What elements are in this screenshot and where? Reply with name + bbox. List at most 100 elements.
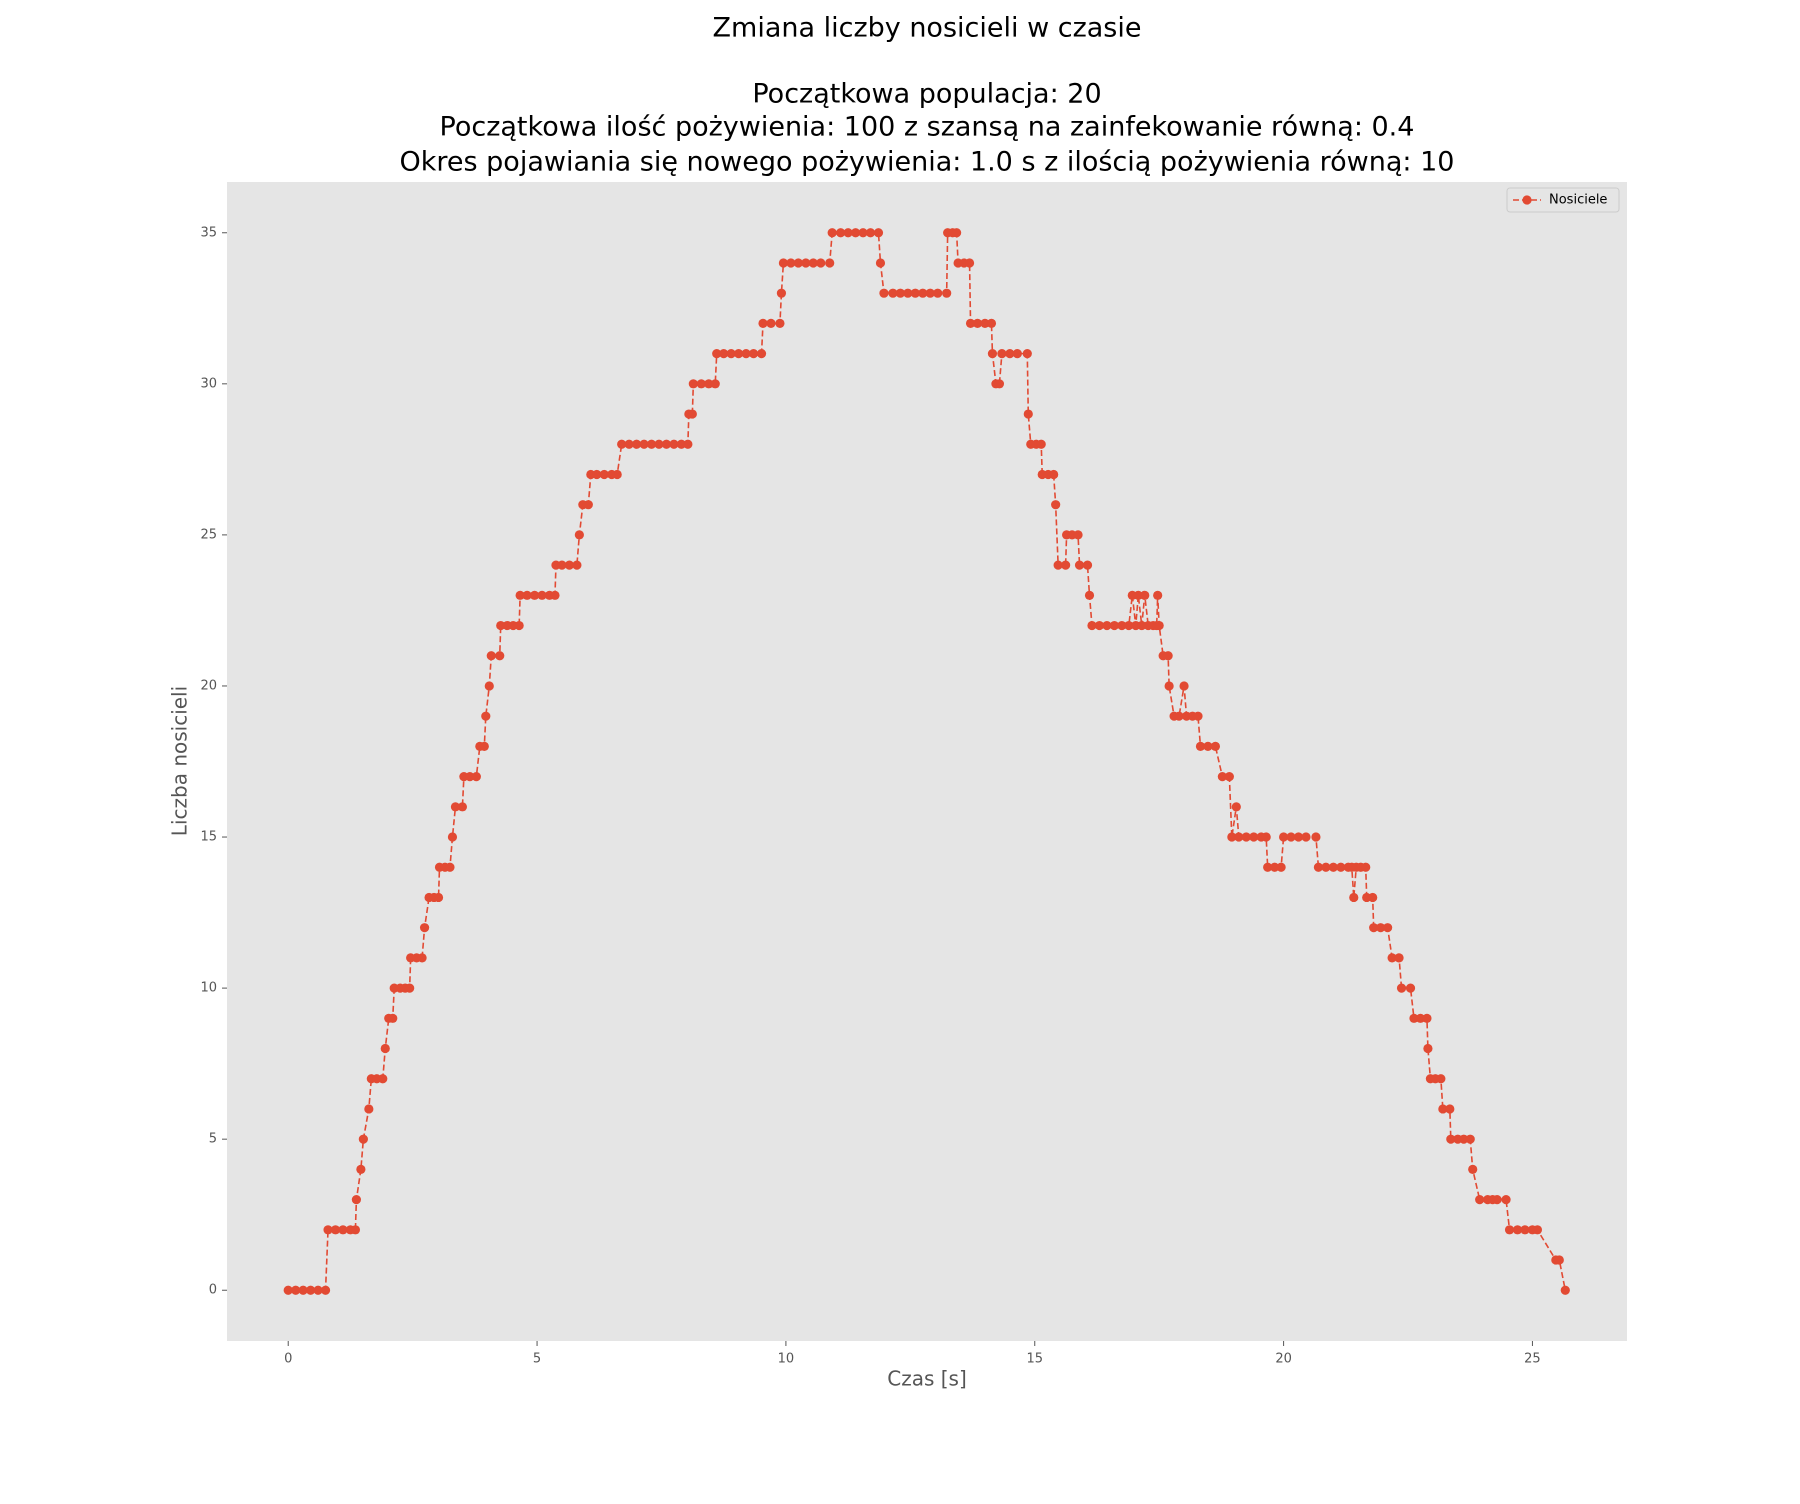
data-point (910, 288, 920, 298)
legend-box (1506, 187, 1620, 213)
data-point (1195, 741, 1206, 751)
data-point (338, 1225, 348, 1235)
data-point (1311, 832, 1321, 842)
data-point (457, 802, 468, 812)
data-point (522, 590, 532, 600)
data-point (1227, 832, 1237, 842)
data-point (987, 349, 998, 359)
legend-marker (1522, 195, 1532, 205)
y-tick-label: 5 (209, 1132, 217, 1147)
data-point (291, 1285, 301, 1295)
data-point (433, 892, 444, 903)
data-point (1109, 620, 1119, 631)
data-point (646, 439, 657, 449)
data-point (726, 349, 736, 359)
data-point (1074, 560, 1085, 570)
data-point (1423, 1043, 1433, 1054)
data-point (756, 349, 767, 359)
plot-area (227, 182, 1627, 1341)
y-tick-label: 25 (200, 527, 217, 542)
data-point (351, 1194, 361, 1205)
data-point (858, 228, 868, 238)
data-point (933, 288, 943, 298)
data-point (298, 1285, 308, 1295)
data-point (1446, 1134, 1456, 1144)
data-point (1554, 1255, 1564, 1265)
data-point (710, 379, 720, 389)
data-point (879, 288, 889, 298)
x-tick-label: 5 (533, 1352, 541, 1367)
data-point (388, 1013, 398, 1023)
x-tick-label: 20 (1275, 1352, 1292, 1367)
data-point (1286, 832, 1296, 842)
data-point (639, 439, 649, 449)
data-point (1336, 862, 1346, 872)
data-point (1179, 681, 1189, 691)
data-point (719, 349, 729, 359)
data-point (843, 228, 853, 238)
legend-label: Nosiciele (1549, 193, 1607, 208)
data-point (1174, 711, 1184, 721)
data-point (748, 349, 759, 359)
data-point (1053, 560, 1063, 570)
data-point (836, 228, 846, 238)
data-point (1459, 1134, 1469, 1144)
data-point (850, 228, 861, 238)
data-point (1376, 923, 1386, 933)
data-point (1422, 1013, 1432, 1023)
data-point (1163, 651, 1173, 661)
data-point (1293, 832, 1304, 842)
data-point (465, 772, 475, 782)
data-point (734, 349, 744, 359)
x-axis-label: Czas [s] (887, 1367, 967, 1391)
data-point (572, 560, 582, 570)
y-tick-label: 30 (200, 376, 217, 391)
data-point (766, 318, 776, 329)
data-point (925, 288, 935, 298)
data-point (1137, 620, 1147, 631)
data-point (592, 469, 602, 480)
data-point (1051, 500, 1061, 510)
data-point (1061, 560, 1071, 570)
data-point (873, 228, 884, 238)
data-point (495, 651, 505, 661)
data-point (1383, 923, 1393, 933)
data-point (1409, 1013, 1419, 1023)
y-tick-label: 35 (200, 225, 217, 240)
data-point (583, 500, 593, 510)
data-point (895, 288, 905, 298)
data-point (1082, 560, 1093, 570)
chart-subtitle: Początkowa ilość pożywienia: 100 z szans… (440, 112, 1415, 143)
data-point (574, 530, 584, 540)
y-axis-label: Liczba nosicieli (168, 686, 192, 836)
data-point (419, 923, 430, 933)
data-point (486, 651, 496, 661)
y-tick-label: 15 (200, 830, 217, 845)
data-point (1241, 832, 1251, 842)
data-point (364, 1104, 374, 1114)
data-point (1005, 349, 1015, 359)
data-point (1492, 1194, 1502, 1205)
data-point (1124, 620, 1134, 631)
data-point (612, 469, 622, 480)
data-point (1087, 620, 1097, 631)
data-point (775, 318, 785, 329)
data-point (1349, 892, 1359, 903)
data-point (1117, 620, 1127, 631)
data-point (669, 439, 679, 449)
data-point (550, 590, 560, 600)
data-point (617, 439, 627, 449)
data-point (1022, 349, 1032, 359)
data-point (1210, 741, 1221, 751)
data-point (1394, 953, 1404, 963)
data-point (1396, 983, 1407, 993)
data-point (330, 1225, 341, 1235)
data-point (320, 1285, 331, 1295)
data-point (994, 379, 1005, 389)
data-point (676, 439, 686, 449)
data-point (1234, 832, 1244, 842)
data-point (1387, 953, 1397, 963)
data-point (1468, 1164, 1478, 1174)
data-point (515, 590, 525, 600)
